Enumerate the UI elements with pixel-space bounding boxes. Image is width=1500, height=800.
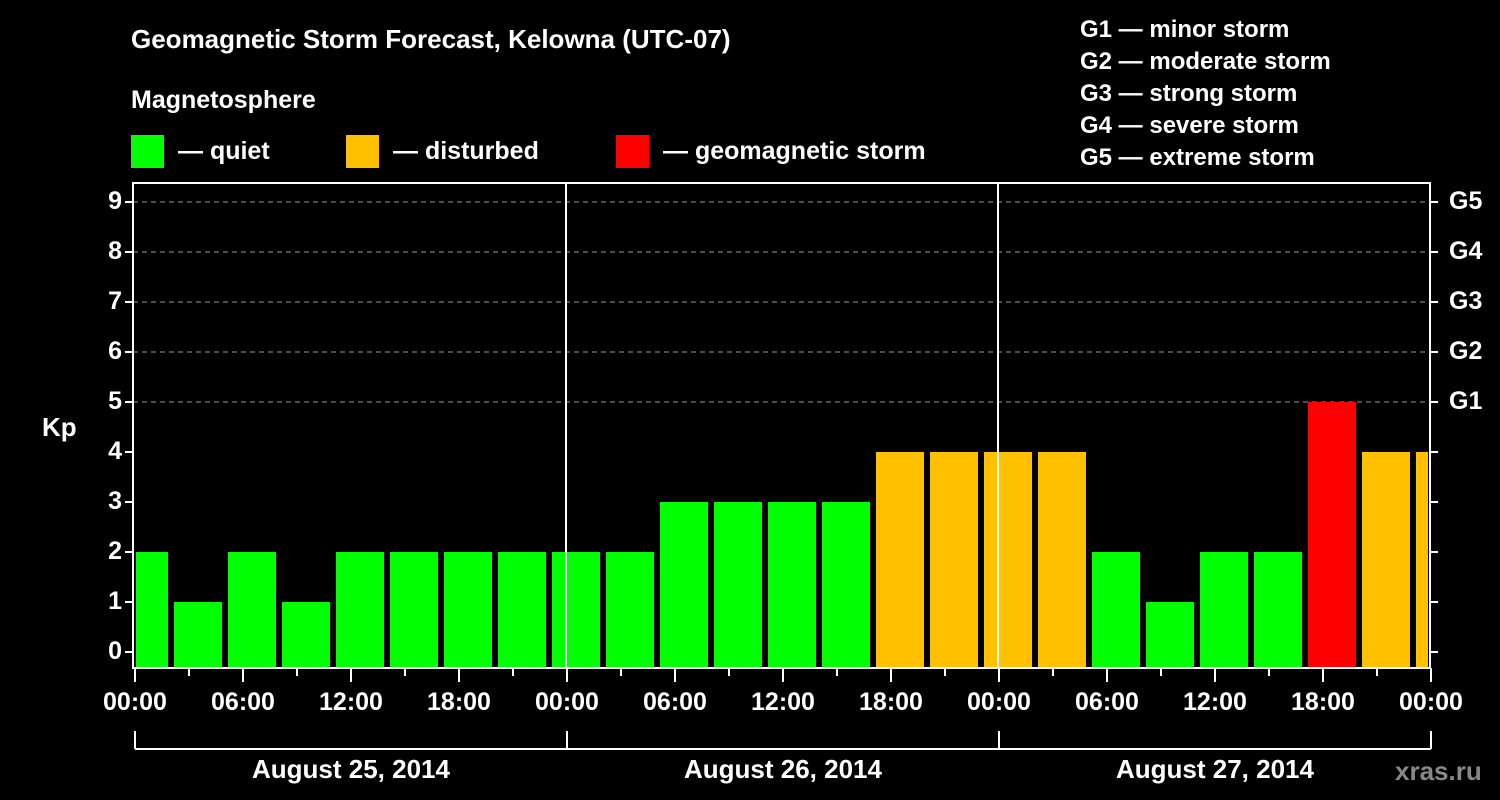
kp-bar <box>984 452 1032 668</box>
kp-bar <box>174 602 222 668</box>
x-tick-label: 18:00 <box>427 688 491 716</box>
quiet-swatch-icon <box>131 134 164 168</box>
x-tick-label: 06:00 <box>211 688 275 716</box>
kp-bar <box>1308 402 1356 668</box>
date-label: August 27, 2014 <box>1116 754 1314 784</box>
kp-bar <box>552 552 600 668</box>
legend-quiet: — quiet <box>131 134 270 168</box>
g-tick-label: G3 <box>1449 287 1483 315</box>
x-tick-label: 00:00 <box>535 688 599 716</box>
kp-bar <box>930 452 978 668</box>
g2-legend: G2 — moderate storm <box>1080 48 1331 75</box>
x-tick-label: 12:00 <box>751 688 815 716</box>
y-tick-label: 0 <box>108 637 122 665</box>
y-tick-label: 8 <box>108 237 122 265</box>
chart-title: Geomagnetic Storm Forecast, Kelowna (UTC… <box>131 24 731 54</box>
y-tick-label: 6 <box>108 337 122 365</box>
x-tick-label: 00:00 <box>1399 688 1463 716</box>
x-tick-label: 12:00 <box>1183 688 1247 716</box>
legend-storm: — geomagnetic storm <box>616 134 926 168</box>
kp-bar <box>1092 552 1140 668</box>
g4-legend: G4 — severe storm <box>1080 112 1299 139</box>
kp-bar <box>1200 552 1248 668</box>
x-tick-label: 00:00 <box>103 688 167 716</box>
legend-quiet-label: — quiet <box>178 136 270 165</box>
y-tick-label: 5 <box>108 387 122 415</box>
y-tick-label: 3 <box>108 487 122 515</box>
kp-bar <box>444 552 492 668</box>
y-tick-label: 4 <box>108 437 122 465</box>
x-tick-label: 12:00 <box>319 688 383 716</box>
storm-swatch-icon <box>616 134 649 168</box>
kp-bar <box>1254 552 1302 668</box>
x-tick-label: 00:00 <box>967 688 1031 716</box>
g-tick-label: G4 <box>1449 237 1483 265</box>
x-tick-label: 06:00 <box>643 688 707 716</box>
kp-bar <box>228 552 276 668</box>
kp-bar <box>136 552 168 668</box>
kp-bar <box>1038 452 1086 668</box>
x-tick-label: 18:00 <box>1291 688 1355 716</box>
date-label: August 26, 2014 <box>684 754 882 784</box>
x-tick-label: 18:00 <box>859 688 923 716</box>
y-tick-label: 1 <box>108 587 122 615</box>
legend-storm-label: — geomagnetic storm <box>663 136 926 165</box>
disturbed-swatch-icon <box>346 134 379 168</box>
kp-bar <box>660 502 708 668</box>
y-tick-label: 7 <box>108 287 122 315</box>
g5-legend: G5 — extreme storm <box>1080 144 1315 171</box>
kp-bar <box>1146 602 1194 668</box>
g3-legend: G3 — strong storm <box>1080 80 1298 107</box>
y-tick-label: 2 <box>108 537 122 565</box>
kp-bar <box>606 552 654 668</box>
kp-bar <box>282 602 330 668</box>
kp-bar <box>876 452 924 668</box>
kp-bar <box>714 502 762 668</box>
g-tick-label: G5 <box>1449 187 1483 215</box>
x-tick-label: 06:00 <box>1075 688 1139 716</box>
g-scale-legend: G1 — minor storm G2 — moderate storm G3 … <box>1080 14 1331 174</box>
kp-bar <box>822 502 870 668</box>
g-tick-label: G1 <box>1449 387 1483 415</box>
legend-disturbed: — disturbed <box>346 134 539 168</box>
g-tick-label: G2 <box>1449 337 1483 365</box>
kp-bar <box>1416 452 1428 668</box>
y-tick-label: 9 <box>108 187 122 215</box>
kp-bar <box>768 502 816 668</box>
kp-bar <box>1362 452 1410 668</box>
legend-disturbed-label: — disturbed <box>393 136 539 165</box>
y-axis-label: Kp <box>42 412 77 442</box>
kp-bar <box>498 552 546 668</box>
watermark: xras.ru <box>1395 756 1482 786</box>
date-label: August 25, 2014 <box>252 754 450 784</box>
g1-legend: G1 — minor storm <box>1080 16 1290 43</box>
plot-frame <box>132 182 1431 669</box>
legend-title: Magnetosphere <box>131 86 316 114</box>
kp-bar <box>390 552 438 668</box>
kp-bar <box>336 552 384 668</box>
